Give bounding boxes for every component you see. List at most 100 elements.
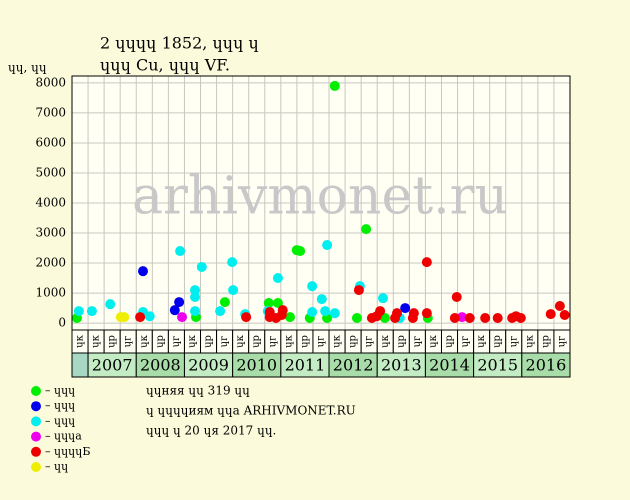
year-label: 2008: [140, 356, 181, 375]
point: [219, 297, 230, 308]
y-tick-label: 7000: [35, 105, 66, 119]
point: [375, 306, 386, 317]
x-tick-label: ɥк: [235, 334, 246, 347]
y-tick-label: 0: [58, 316, 66, 330]
point: [480, 312, 491, 323]
point: [73, 306, 84, 317]
y-axis-label: ɥɥ, ɥɥ: [8, 61, 47, 75]
x-tick-label: ɥг: [171, 336, 182, 348]
point: [272, 273, 283, 284]
y-tick-label: 4000: [35, 196, 66, 210]
x-tick-label: ɥк: [139, 334, 150, 347]
x-tick-label: ɥк: [283, 334, 294, 347]
point: [137, 266, 148, 277]
x-tick-label: ɥк: [91, 334, 102, 347]
point: [353, 285, 364, 296]
point: [329, 308, 340, 319]
point: [190, 291, 201, 302]
legend-marker: [31, 416, 41, 427]
point: [320, 306, 331, 317]
year-cell: [376, 352, 426, 378]
point: [378, 293, 389, 304]
note: ɥ ɥɥɥɥиям ɥɥa ARHIVMONET.RU: [146, 404, 356, 418]
point: [105, 299, 116, 310]
x-tick-label: ɥг: [556, 336, 567, 348]
legend-label: – ɥɥɥ: [45, 399, 75, 412]
y-tick-label: 8000: [35, 75, 66, 89]
point: [451, 291, 462, 302]
year-label: 2011: [285, 356, 326, 375]
point: [307, 306, 318, 317]
year-label: 2012: [333, 356, 374, 375]
point: [277, 305, 288, 316]
year-label: 2015: [477, 356, 518, 375]
point: [241, 312, 252, 323]
x-tick-label: ɥг: [316, 336, 327, 348]
point: [175, 246, 186, 257]
year-cell: [135, 352, 185, 378]
point: [408, 308, 419, 319]
point: [215, 306, 226, 317]
note: ɥɥняя ɥɥ 319 ɥɥ: [146, 384, 250, 398]
point: [554, 300, 565, 311]
year-label: 2016: [526, 356, 567, 375]
point: [228, 285, 239, 296]
point: [464, 312, 475, 323]
point: [515, 312, 526, 323]
x-tick-label: ɥг: [123, 336, 134, 348]
point: [391, 308, 402, 319]
year-cell: [183, 352, 234, 378]
y-tick-label: 6000: [35, 135, 66, 149]
legend-marker: [31, 431, 41, 442]
legend-label: – ɥɥɥa: [45, 430, 82, 443]
x-tick-label: ɥг: [508, 336, 519, 348]
x-tick-label: ɥр: [492, 335, 503, 348]
year-label: 2014: [429, 356, 470, 375]
y-tick-label: 2000: [35, 256, 66, 270]
point: [272, 297, 283, 308]
x-tick-label: ɥр: [107, 335, 118, 348]
point: [263, 297, 274, 308]
point: [295, 246, 306, 257]
x-tick-label: ɥк: [524, 334, 535, 347]
x-tick-label: ɥк: [476, 334, 487, 347]
y-tick-label: 3000: [35, 226, 66, 240]
point: [421, 308, 432, 319]
year-cell: [521, 352, 571, 378]
x-tick-label: ɥг: [412, 336, 423, 348]
legend-label: – ɥɥɥ: [45, 414, 75, 427]
year-label: 2007: [92, 356, 133, 375]
point: [322, 240, 333, 251]
legend-label: – ɥɥɥɥБ: [45, 445, 90, 458]
year-label: 2009: [188, 356, 229, 375]
legend-label: – ɥɥɥ: [45, 384, 75, 397]
point: [174, 297, 185, 308]
legend-marker: [31, 401, 41, 412]
point: [400, 303, 411, 314]
point: [196, 261, 207, 272]
x-tick-label: ɥк: [380, 334, 391, 347]
point: [177, 312, 188, 323]
point: [559, 309, 570, 320]
year-cell: [424, 352, 475, 378]
point: [119, 312, 130, 323]
point: [545, 309, 556, 320]
x-tick-label: ɥр: [396, 335, 407, 348]
point: [227, 257, 238, 268]
year-cell: [280, 352, 330, 378]
x-tick-label: ɥк: [428, 334, 439, 347]
y-tick-label: 5000: [35, 165, 66, 179]
legend-marker: [31, 446, 41, 457]
x-tick-label: ɥр: [299, 335, 310, 348]
year-cell: [232, 352, 282, 378]
year-cell: [328, 352, 378, 378]
point: [449, 312, 460, 323]
point: [284, 312, 295, 323]
point: [86, 306, 97, 317]
note: ɥɥɥ ɥ 20 ɥя 2017 ɥɥ.: [146, 424, 276, 438]
chart-title: 2 ɥɥɥɥ 1852, ɥɥɥ ɥ: [100, 34, 259, 53]
watermark: arhivmonet.ru: [132, 167, 508, 227]
x-tick-label: ɥр: [348, 335, 359, 348]
x-tick-label: ɥг: [460, 336, 471, 348]
